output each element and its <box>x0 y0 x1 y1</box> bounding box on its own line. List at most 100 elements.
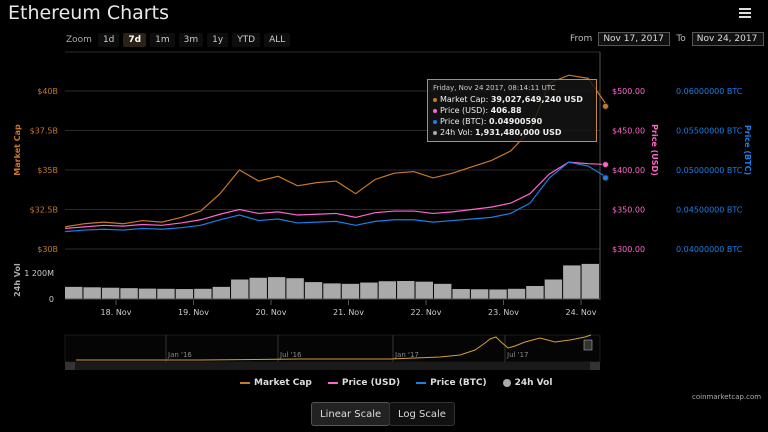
right-axis-usd-label: Price (USD) <box>650 124 659 176</box>
volume-bar <box>101 287 120 299</box>
x-axis-tick: 19. Nov <box>178 308 209 317</box>
volume-bar <box>212 286 231 299</box>
zoom-7d-button[interactable]: 7d <box>123 33 147 47</box>
x-axis-tick: 22. Nov <box>411 308 442 317</box>
navigator-label: Jul '16 <box>279 351 302 359</box>
right-axis-usd-tick: $450.00 <box>612 127 645 136</box>
scroll-left-button <box>65 362 75 370</box>
market-cap-line-marker <box>602 102 609 110</box>
right-axis-btc-tick: 0.05500000 BTC <box>676 127 743 136</box>
volume-bar <box>360 282 378 299</box>
zoom-all-button[interactable]: ALL <box>264 33 291 47</box>
volume-axis-tick: 0 <box>49 295 54 304</box>
volume-bar <box>120 288 138 299</box>
price-usd-line-marker <box>602 161 609 169</box>
volume-axis-tick: 1 200M <box>24 269 54 278</box>
price-usd-line <box>64 161 608 230</box>
volume-bar <box>65 286 83 299</box>
to-label: To <box>676 34 686 44</box>
right-axis-usd-tick: $400.00 <box>612 166 645 175</box>
volume-bar <box>415 281 433 299</box>
volume-bar <box>397 281 415 299</box>
legend: Market Cap Price (USD) Price (BTC) 24h V… <box>240 378 552 388</box>
from-date-input[interactable]: Nov 17, 2017 <box>598 32 671 46</box>
volume-bar <box>433 283 452 299</box>
navigator[interactable]: Jan '16 Jul '16 Jan '17 Jul '17 <box>64 334 601 370</box>
price-btc-line <box>64 161 608 233</box>
tooltip-label: Price (BTC): <box>440 117 487 126</box>
navigator-handle <box>583 339 593 351</box>
to-date-input[interactable]: Nov 24, 2017 <box>691 32 764 46</box>
credit-link[interactable]: coinmarketcap.com <box>692 393 762 401</box>
volume-bar <box>581 263 599 299</box>
right-axis-btc-tick: 0.04000000 BTC <box>676 245 743 254</box>
x-axis-tick: 23. Nov <box>488 308 519 317</box>
navigator-label: Jan '17 <box>394 351 419 359</box>
zoom-label: Zoom <box>66 35 92 45</box>
navigator-label: Jul '17 <box>506 351 529 359</box>
x-axis-tick: 24. Nov <box>566 308 597 317</box>
right-axis-btc-label: Price (BTC) <box>743 125 752 175</box>
left-axis-tick: $30B <box>37 245 58 254</box>
tooltip-price-usd: 406.88 <box>490 106 522 115</box>
x-axis-tick: 18. Nov <box>101 308 132 317</box>
right-axis-usd-tick: $350.00 <box>612 206 645 215</box>
right-axis-btc-tick: 0.06000000 BTC <box>676 87 743 96</box>
x-axis-tick: 20. Nov <box>256 308 287 317</box>
zoom-3m-button[interactable]: 3m <box>178 33 204 47</box>
tooltip-price-btc: 0.04900590 <box>489 117 543 126</box>
page-title: Ethereum Charts <box>8 2 169 24</box>
navigator-line <box>76 334 592 361</box>
from-label: From <box>570 34 593 44</box>
volume-bar <box>323 283 341 299</box>
legend-volume[interactable]: 24h Vol <box>502 378 552 388</box>
left-axis-tick: $40B <box>37 87 58 96</box>
tooltip-label: Price (USD): <box>440 106 489 115</box>
volume-bar <box>470 289 489 299</box>
hamburger-icon[interactable] <box>739 6 751 20</box>
volume-bar <box>489 289 507 299</box>
log-scale-button[interactable]: Log Scale <box>389 402 455 426</box>
volume-bar <box>452 289 470 299</box>
linear-scale-button[interactable]: Linear Scale <box>311 402 391 426</box>
tooltip-label: Market Cap: <box>440 95 489 104</box>
navigator-label: Jan '16 <box>167 351 192 359</box>
navigator-scrollbar <box>65 362 600 370</box>
tooltip: Friday, Nov 24 2017, 08:14:11 UTC Market… <box>427 79 597 142</box>
tooltip-volume: 1,931,480,000 USD <box>475 128 562 137</box>
date-range: From Nov 17, 2017 To Nov 24, 2017 <box>570 32 764 46</box>
volume-bar <box>286 278 304 299</box>
volume-bar <box>138 288 157 299</box>
zoom-1y-button[interactable]: 1y <box>207 33 229 47</box>
zoom-ytd-button[interactable]: YTD <box>232 33 261 47</box>
volume-bar <box>526 286 544 299</box>
volume-bar <box>341 283 360 299</box>
legend-price-btc[interactable]: Price (BTC) <box>416 378 487 388</box>
volume-axis-label: 24h Vol <box>13 263 22 297</box>
right-axis-usd-tick: $300.00 <box>612 245 645 254</box>
right-axis-usd-tick: $500.00 <box>612 87 645 96</box>
zoom-1d-button[interactable]: 1d <box>97 33 120 47</box>
legend-market-cap[interactable]: Market Cap <box>240 378 312 388</box>
volume-bar <box>304 282 323 299</box>
volume-bar <box>267 277 286 299</box>
volume-bar <box>194 288 212 299</box>
volume-bar <box>507 288 526 299</box>
tooltip-label: 24h Vol: <box>440 128 473 137</box>
zoom-1m-button[interactable]: 1m <box>150 33 175 47</box>
scroll-right-button <box>590 362 600 370</box>
volume-bar <box>544 279 563 299</box>
left-axis-tick: $37.5B <box>30 127 58 136</box>
zoom-controls: Zoom 1d 7d 1m 3m 1y YTD ALL <box>66 33 291 47</box>
right-axis-btc-tick: 0.04500000 BTC <box>676 206 743 215</box>
volume-bar <box>563 265 581 299</box>
volume-bar <box>231 279 249 299</box>
left-axis-label: Market Cap <box>13 124 22 176</box>
market-cap-line <box>64 74 608 228</box>
left-axis-tick: $35B <box>37 166 58 175</box>
left-axis-tick: $32.5B <box>30 206 58 215</box>
legend-price-usd[interactable]: Price (USD) <box>327 378 400 388</box>
x-axis-tick: 21. Nov <box>333 308 364 317</box>
right-axis-btc-tick: 0.05000000 BTC <box>676 166 743 175</box>
